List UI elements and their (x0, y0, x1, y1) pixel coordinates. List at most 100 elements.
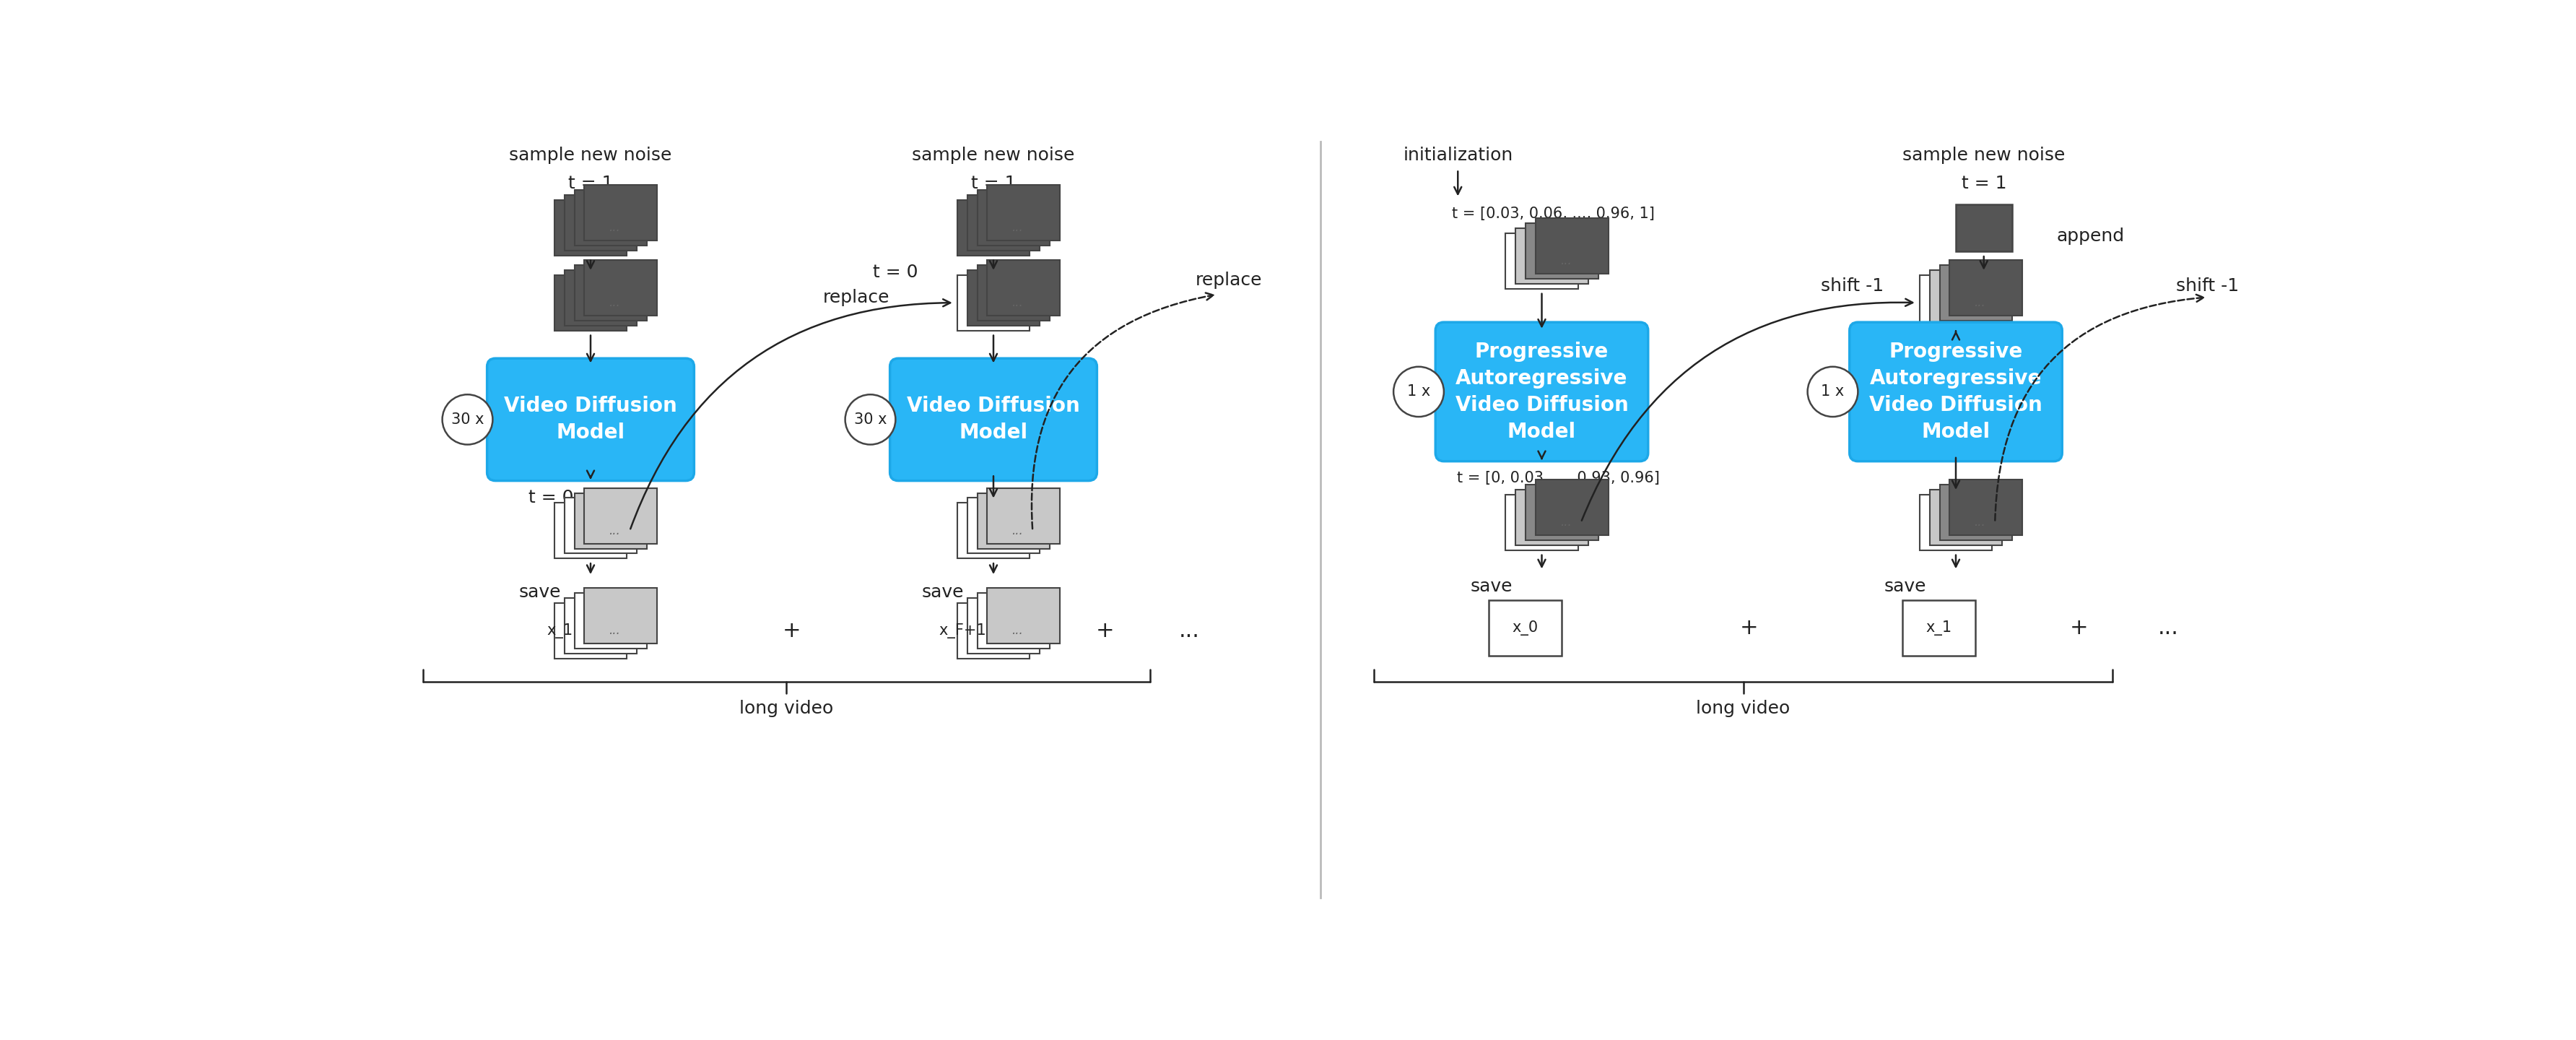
Text: +: + (2069, 618, 2089, 639)
FancyBboxPatch shape (1929, 270, 2002, 326)
Text: ...: ... (1561, 255, 1571, 267)
Text: shift -1: shift -1 (2177, 278, 2239, 294)
Text: save: save (1886, 577, 1927, 595)
Text: ...: ... (1012, 524, 1023, 538)
Text: save: save (1471, 577, 1512, 595)
FancyBboxPatch shape (1535, 479, 1607, 536)
Text: 30 x: 30 x (853, 412, 886, 426)
Text: replace: replace (824, 288, 889, 306)
FancyBboxPatch shape (958, 200, 1030, 256)
Text: ...: ... (1561, 516, 1571, 529)
FancyBboxPatch shape (987, 260, 1059, 315)
Text: +: + (783, 621, 801, 642)
Text: t = 1: t = 1 (1960, 175, 2007, 191)
FancyBboxPatch shape (554, 503, 626, 558)
FancyBboxPatch shape (987, 588, 1059, 644)
FancyBboxPatch shape (1904, 600, 1976, 656)
FancyBboxPatch shape (966, 194, 1041, 251)
FancyBboxPatch shape (958, 503, 1030, 558)
FancyBboxPatch shape (1515, 228, 1589, 284)
FancyBboxPatch shape (1919, 275, 1991, 331)
Text: shift -1: shift -1 (1821, 278, 1883, 294)
Text: ...: ... (1012, 624, 1023, 638)
Text: +: + (1739, 618, 1757, 639)
Text: ...: ... (1180, 621, 1200, 642)
FancyBboxPatch shape (987, 185, 1059, 240)
FancyBboxPatch shape (1919, 495, 1991, 550)
FancyBboxPatch shape (1515, 490, 1589, 545)
Text: t = [0, 0.03, ..., 0.93, 0.96]: t = [0, 0.03, ..., 0.93, 0.96] (1458, 471, 1659, 485)
Text: ...: ... (608, 524, 621, 538)
Text: x_1: x_1 (546, 623, 572, 639)
Text: Progressive
Autoregressive
Video Diffusion
Model: Progressive Autoregressive Video Diffusi… (1455, 342, 1628, 442)
Text: sample new noise: sample new noise (1904, 147, 2066, 164)
FancyBboxPatch shape (1950, 479, 2022, 536)
Text: save: save (922, 583, 963, 600)
Text: t = 0: t = 0 (873, 263, 917, 281)
FancyBboxPatch shape (1535, 218, 1607, 274)
FancyBboxPatch shape (564, 598, 636, 654)
Circle shape (443, 394, 492, 444)
Text: ...: ... (1012, 222, 1023, 234)
FancyBboxPatch shape (585, 588, 657, 644)
FancyBboxPatch shape (958, 603, 1030, 658)
FancyBboxPatch shape (1955, 204, 2012, 252)
Text: Progressive
Autoregressive
Video Diffusion
Model: Progressive Autoregressive Video Diffusi… (1870, 342, 2043, 442)
FancyBboxPatch shape (1489, 600, 1561, 656)
FancyBboxPatch shape (987, 488, 1059, 544)
Text: ...: ... (608, 222, 621, 234)
FancyBboxPatch shape (487, 359, 693, 480)
Text: ...: ... (1973, 296, 1986, 309)
Text: 1 x: 1 x (1821, 385, 1844, 399)
FancyBboxPatch shape (554, 603, 626, 658)
FancyBboxPatch shape (966, 498, 1041, 553)
Text: ...: ... (1973, 516, 1986, 529)
FancyBboxPatch shape (1940, 485, 2012, 540)
FancyBboxPatch shape (966, 270, 1041, 326)
FancyBboxPatch shape (554, 275, 626, 331)
FancyBboxPatch shape (574, 493, 647, 548)
Circle shape (1808, 367, 1857, 417)
Text: Video Diffusion
Model: Video Diffusion Model (907, 396, 1079, 443)
Text: x_F+1: x_F+1 (938, 623, 987, 639)
Text: t = 0: t = 0 (528, 489, 574, 506)
FancyBboxPatch shape (976, 190, 1051, 245)
Text: sample new noise: sample new noise (912, 147, 1074, 164)
Text: long video: long video (739, 700, 835, 718)
FancyBboxPatch shape (585, 488, 657, 544)
Text: append: append (2056, 228, 2125, 244)
Text: Video Diffusion
Model: Video Diffusion Model (505, 396, 677, 443)
Text: +: + (1097, 621, 1115, 642)
FancyBboxPatch shape (1435, 322, 1649, 462)
Text: t = 1: t = 1 (971, 175, 1015, 191)
FancyBboxPatch shape (1850, 322, 2063, 462)
Text: initialization: initialization (1404, 147, 1512, 164)
Text: sample new noise: sample new noise (510, 147, 672, 164)
Text: x_1: x_1 (1927, 621, 1953, 635)
Text: t = 1: t = 1 (569, 175, 613, 191)
Text: ...: ... (608, 296, 621, 309)
Circle shape (1394, 367, 1445, 417)
FancyBboxPatch shape (976, 493, 1051, 548)
Circle shape (845, 394, 896, 444)
FancyBboxPatch shape (564, 270, 636, 326)
FancyBboxPatch shape (1940, 265, 2012, 320)
FancyBboxPatch shape (574, 190, 647, 245)
FancyBboxPatch shape (564, 498, 636, 553)
FancyBboxPatch shape (1504, 495, 1579, 550)
FancyBboxPatch shape (958, 275, 1030, 331)
Text: save: save (520, 583, 562, 600)
Text: replace: replace (1195, 271, 1262, 289)
FancyBboxPatch shape (574, 593, 647, 649)
Text: x_0: x_0 (1512, 621, 1538, 635)
FancyBboxPatch shape (585, 260, 657, 315)
Text: ...: ... (608, 624, 621, 638)
FancyBboxPatch shape (1504, 233, 1579, 289)
FancyBboxPatch shape (966, 598, 1041, 654)
FancyBboxPatch shape (1525, 485, 1597, 540)
Text: long video: long video (1695, 700, 1790, 718)
Text: ...: ... (1012, 296, 1023, 309)
FancyBboxPatch shape (976, 265, 1051, 320)
Text: t = [0.03, 0.06, ..., 0.96, 1]: t = [0.03, 0.06, ..., 0.96, 1] (1450, 207, 1654, 220)
FancyBboxPatch shape (1525, 224, 1597, 279)
